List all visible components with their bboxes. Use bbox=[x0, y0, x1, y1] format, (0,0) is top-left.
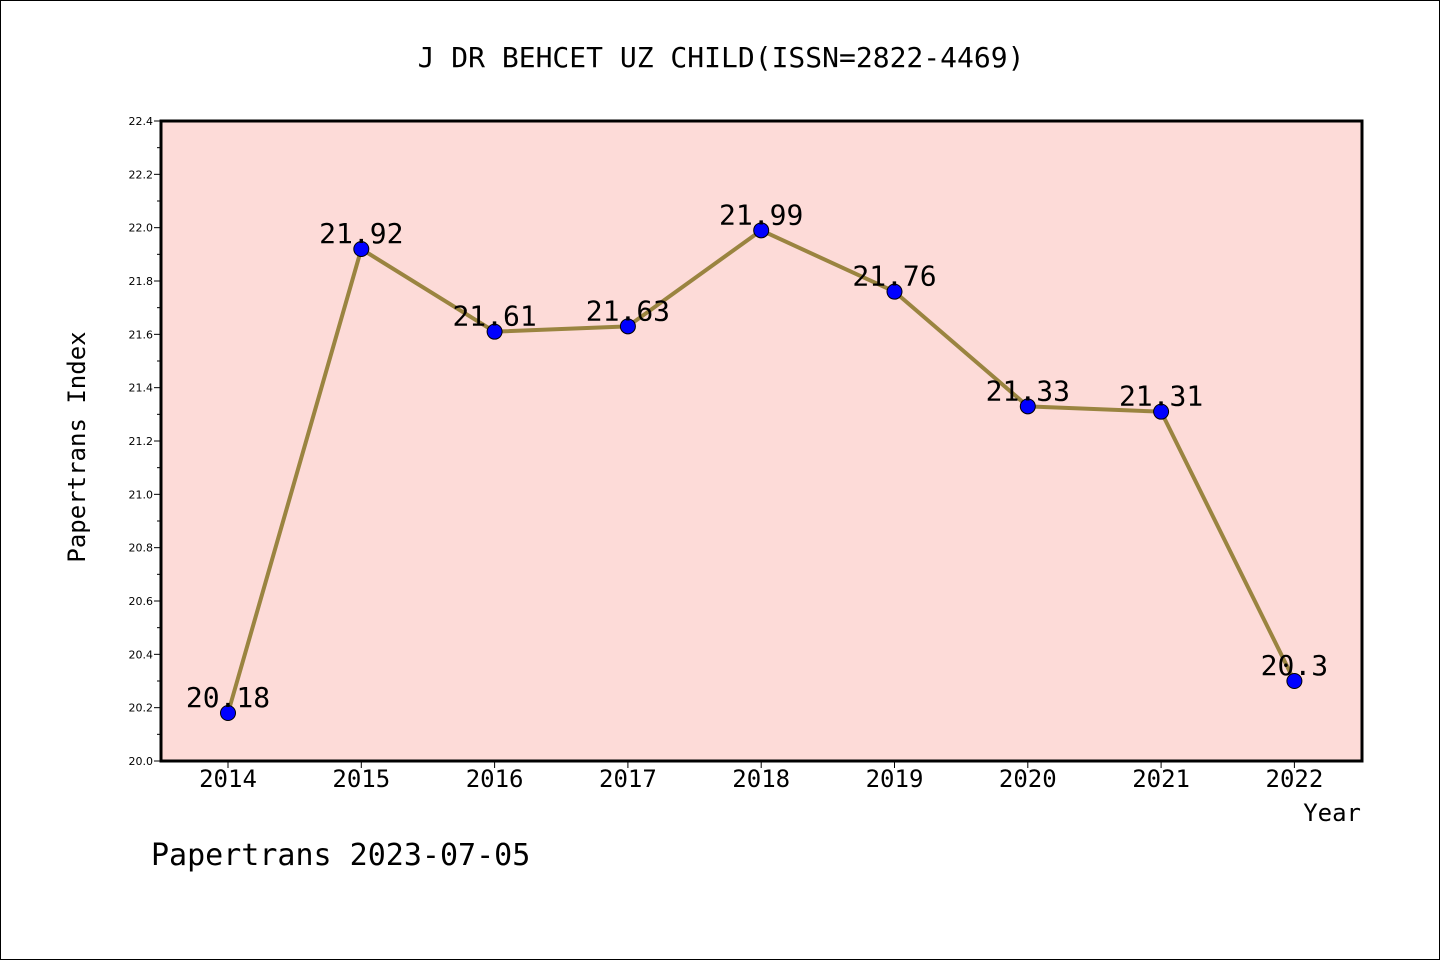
y-tick-label: 21.2 bbox=[129, 435, 154, 448]
y-axis-title: Papertrans Index bbox=[63, 331, 91, 562]
y-tick-label: 22.0 bbox=[129, 222, 154, 235]
x-tick-label: 2020 bbox=[999, 765, 1057, 793]
x-tick-label: 2014 bbox=[199, 765, 257, 793]
x-tick-label: 2021 bbox=[1132, 765, 1190, 793]
y-tick-label: 20.0 bbox=[129, 755, 154, 768]
x-tick-label: 2018 bbox=[732, 765, 790, 793]
data-point bbox=[753, 222, 770, 239]
y-tick-label: 20.8 bbox=[129, 542, 154, 555]
y-axis: 20.0 20.2 20.4 20.6 20.8 21.0 21.2 21.4 21.6 21.8… bbox=[129, 115, 161, 768]
x-axis: 2014 2015 2016 2017 2018 2019 2020 2021 2022 bbox=[199, 761, 1323, 793]
data-point bbox=[886, 283, 903, 300]
y-tick-label: 21.4 bbox=[129, 382, 154, 395]
y-tick-label: 20.6 bbox=[129, 595, 154, 608]
y-tick-label: 21.0 bbox=[129, 488, 154, 501]
footer-text: Papertrans 2023-07-05 bbox=[151, 838, 530, 873]
data-point bbox=[619, 318, 636, 335]
data-label: 21.61 bbox=[452, 300, 536, 333]
data-label: 21.99 bbox=[719, 198, 803, 231]
x-tick-label: 2022 bbox=[1266, 765, 1324, 793]
data-label: 21.33 bbox=[986, 374, 1070, 407]
y-tick-label: 20.2 bbox=[129, 702, 154, 715]
x-axis-title: Year bbox=[1303, 799, 1361, 827]
data-point bbox=[1019, 398, 1036, 415]
data-series bbox=[220, 222, 1303, 721]
x-tick-label: 2015 bbox=[332, 765, 390, 793]
x-tick-label: 2017 bbox=[599, 765, 657, 793]
y-tick-label: 21.8 bbox=[129, 275, 154, 288]
data-label: 21.76 bbox=[852, 260, 936, 293]
x-tick-label: 2019 bbox=[866, 765, 924, 793]
y-tick-label: 21.6 bbox=[129, 328, 154, 341]
y-tick-label: 22.4 bbox=[129, 115, 154, 128]
data-point bbox=[1286, 673, 1303, 689]
data-label: 20.3 bbox=[1261, 649, 1328, 682]
y-tick-label: 20.4 bbox=[129, 648, 154, 661]
data-label: 20.18 bbox=[186, 681, 270, 714]
data-label: 21.63 bbox=[586, 294, 670, 327]
data-point bbox=[353, 241, 370, 257]
data-point bbox=[220, 705, 236, 721]
data-point bbox=[486, 323, 503, 340]
data-point bbox=[1153, 403, 1170, 420]
y-tick-label: 22.2 bbox=[129, 168, 154, 181]
data-labels: 20.18 21.92 21.61 21.63 21.99 21.76 21.33 21.31… bbox=[186, 198, 1328, 714]
chart-title: J DR BEHCET UZ CHILD(ISSN=2822-4469) bbox=[418, 41, 1025, 74]
data-label: 21.31 bbox=[1119, 380, 1203, 413]
data-label: 21.92 bbox=[319, 217, 403, 250]
x-tick-label: 2016 bbox=[466, 765, 524, 793]
